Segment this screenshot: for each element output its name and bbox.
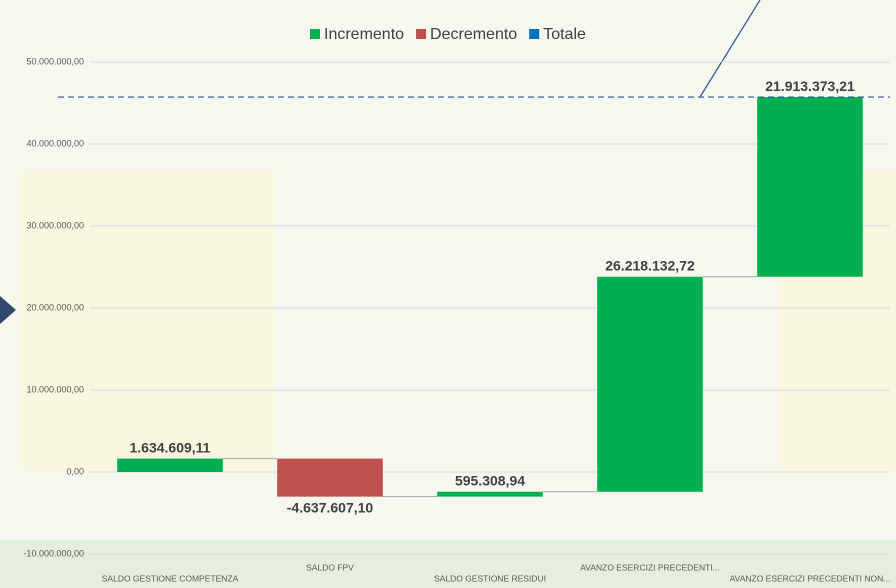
x-tick-label: SALDO FPV: [306, 562, 354, 572]
y-tick-label: -10.000.000,00: [23, 548, 84, 558]
value-label: 26.218.132,72: [605, 257, 695, 273]
y-tick-label: 30.000.000,00: [26, 220, 84, 230]
y-tick-label: 40.000.000,00: [26, 138, 84, 148]
y-tick-label: 10.000.000,00: [26, 384, 84, 394]
x-tick-label: SALDO GESTIONE COMPETENZA: [102, 573, 239, 583]
background-emblem: [20, 170, 275, 470]
legend-swatch: [529, 29, 539, 39]
value-label: -4.637.607,10: [287, 499, 374, 515]
y-tick-label: 20.000.000,00: [26, 302, 84, 312]
x-tick-label: SALDO GESTIONE RESIDUI: [434, 573, 546, 583]
bar: [117, 459, 223, 472]
chart: -10.000.000,00 0,00 10.000.000,00 20.000.00…: [0, 0, 896, 588]
x-tick-label: AVANZO ESERCIZI PRECEDENTI NON...: [730, 573, 891, 583]
y-tick-label: 0,00: [66, 466, 84, 476]
value-label: 21.913.373,21: [765, 78, 855, 94]
value-label: 595.308,94: [455, 472, 525, 488]
legend-swatch: [416, 29, 426, 39]
x-tick-label: AVANZO ESERCIZI PRECEDENTI...: [580, 562, 719, 572]
bar: [597, 277, 703, 492]
legend-label: Decremento: [430, 26, 517, 43]
bar: [277, 459, 383, 497]
y-tick-label: 50.000.000,00: [26, 56, 84, 66]
legend-label: Incremento: [324, 26, 404, 43]
bar: [757, 97, 863, 277]
value-label: 1.634.609,11: [130, 439, 211, 455]
bar: [437, 492, 543, 497]
legend-swatch: [310, 29, 320, 39]
legend-label: Totale: [543, 26, 586, 43]
